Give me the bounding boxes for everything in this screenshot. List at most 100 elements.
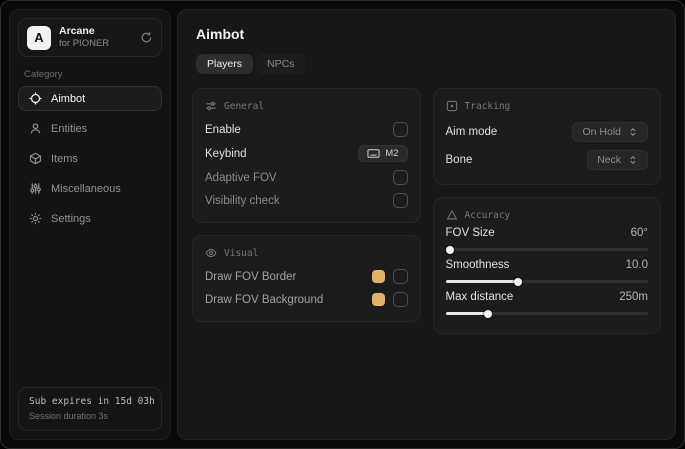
accuracy-card: Accuracy FOV Size 60° Smoothness 10.0 (432, 197, 661, 334)
slider-handle[interactable] (514, 277, 523, 286)
sidebar-item-label: Items (51, 152, 78, 165)
tracking-card: Tracking Aim mode On Hold (432, 88, 661, 185)
sidebar-item-label: Settings (51, 212, 91, 225)
fov-background-color-swatch[interactable] (371, 293, 385, 306)
slider-fill (445, 277, 523, 286)
sidebar: A Arcane for PIONER Category (9, 9, 171, 440)
crosshair-icon (29, 92, 42, 105)
visual-card-header: Visual (205, 247, 408, 259)
app-name: Arcane (59, 25, 95, 37)
smoothness-slider[interactable] (445, 277, 648, 286)
keybind-label: Keybind (205, 147, 247, 160)
cube-icon (29, 152, 42, 165)
session-duration-text: Session duration 3s (29, 410, 109, 421)
brand-text: Arcane for PIONER (59, 25, 132, 50)
fov-size-slider[interactable] (445, 245, 648, 254)
refresh-icon[interactable] (140, 31, 153, 44)
slider-label-row: Smoothness 10.0 (446, 259, 649, 271)
tracker-icon (446, 100, 458, 112)
setting-row: Aim mode On Hold (445, 118, 648, 146)
tab-npcs[interactable]: NPCs (256, 54, 306, 74)
tracking-card-header: Tracking (446, 100, 649, 112)
category-label: Category (24, 69, 63, 80)
sidebar-nav: Aimbot Entities Items (18, 86, 162, 231)
sidebar-item-label: Miscellaneous (51, 182, 121, 195)
slider-label-row: Max distance 250m (446, 291, 649, 303)
sliders-icon (29, 182, 42, 195)
bone-label: Bone (445, 154, 473, 166)
setting-row: Enable (205, 118, 408, 141)
max-distance-label: Max distance (445, 291, 514, 303)
bone-select[interactable]: Neck (587, 150, 648, 170)
left-column: General Enable Keybind (192, 88, 421, 322)
accuracy-card-header: Accuracy (446, 209, 649, 221)
bone-value: Neck (597, 154, 621, 166)
general-card: General Enable Keybind (192, 88, 421, 223)
sidebar-item-label: Entities (51, 122, 88, 135)
keyboard-icon (367, 149, 380, 158)
sidebar-item-miscellaneous[interactable]: Miscellaneous (18, 176, 162, 201)
subscription-info: Sub expires in 15d 03h Session duration … (18, 387, 162, 431)
sub-expiry-text: Sub expires in 15d 03h (29, 396, 155, 408)
draw-fov-border-checkbox[interactable] (392, 269, 408, 284)
tracking-card-title: Tracking (464, 100, 511, 112)
visibility-check-checkbox[interactable] (392, 193, 408, 208)
eye-icon (205, 247, 217, 259)
draw-fov-background-label: Draw FOV Background (205, 293, 324, 306)
main-panel: Aimbot Players NPCs (177, 9, 676, 440)
slider-handle[interactable] (484, 309, 493, 318)
setting-row: Adaptive FOV (205, 166, 408, 189)
control-group (371, 292, 408, 307)
slider-handle[interactable] (445, 245, 454, 254)
tab-bar: Players NPCs (196, 54, 661, 74)
slider-fill (445, 309, 493, 318)
sidebar-item-label: Aimbot (51, 92, 86, 105)
keybind-button[interactable]: M2 (358, 145, 408, 162)
draw-fov-background-checkbox[interactable] (392, 292, 408, 307)
keybind-value: M2 (385, 148, 399, 159)
app-logo-letter: A (34, 30, 44, 45)
sidebar-item-entities[interactable]: Entities (18, 116, 162, 141)
general-card-title: General (224, 100, 265, 112)
visibility-check-label: Visibility check (205, 194, 280, 207)
general-card-header: General (205, 100, 408, 112)
slider-label-row: FOV Size 60° (446, 227, 649, 239)
chevrons-up-down-icon (628, 127, 638, 137)
app-logo: A (27, 25, 51, 50)
slider-fill (445, 245, 454, 254)
visual-card-title: Visual (224, 247, 259, 259)
smoothness-value: 10.0 (625, 259, 648, 271)
enable-label: Enable (205, 123, 241, 136)
setting-row: Bone Neck (445, 146, 648, 174)
general-sliders-icon (205, 100, 217, 112)
fov-size-value: 60° (630, 227, 648, 239)
aim-mode-value: On Hold (582, 126, 621, 138)
setting-row: Keybind M2 (205, 141, 408, 166)
content-grid: General Enable Keybind (192, 88, 661, 334)
app-tagline: for PIONER (59, 38, 110, 50)
gear-icon (29, 212, 42, 225)
smoothness-label: Smoothness (445, 259, 510, 271)
control-group (371, 269, 408, 284)
sidebar-item-settings[interactable]: Settings (18, 206, 162, 231)
enable-checkbox[interactable] (392, 122, 408, 137)
tab-players[interactable]: Players (196, 54, 254, 74)
page-title: Aimbot (196, 26, 245, 42)
sidebar-item-items[interactable]: Items (18, 146, 162, 171)
setting-row: Draw FOV Background (205, 288, 408, 311)
adaptive-fov-label: Adaptive FOV (205, 171, 277, 184)
fov-border-color-swatch[interactable] (371, 270, 385, 283)
max-distance-slider[interactable] (445, 309, 648, 318)
sidebar-item-aimbot[interactable]: Aimbot (18, 86, 162, 111)
brand-card: A Arcane for PIONER (18, 18, 162, 57)
aim-mode-select[interactable]: On Hold (572, 122, 648, 142)
setting-row: Visibility check (205, 189, 408, 212)
adaptive-fov-checkbox[interactable] (392, 170, 408, 185)
visual-card: Visual Draw FOV Border Draw FOV Backgrou… (192, 235, 421, 322)
aim-mode-label: Aim mode (445, 126, 498, 138)
accuracy-icon (446, 209, 458, 221)
max-distance-value: 250m (619, 291, 648, 303)
accuracy-card-title: Accuracy (464, 209, 511, 221)
chevrons-up-down-icon (628, 155, 638, 165)
